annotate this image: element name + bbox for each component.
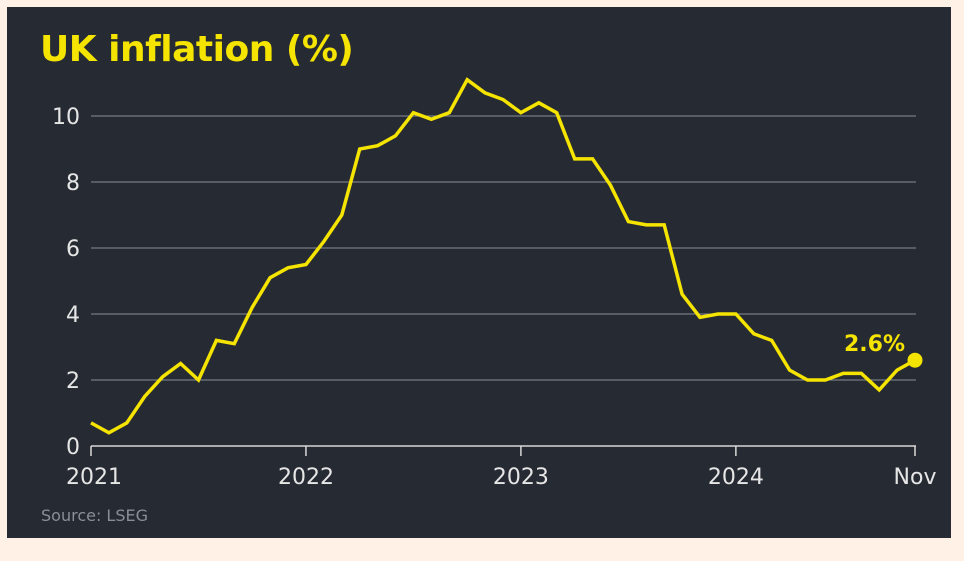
x-tick-label: 2022 <box>278 465 334 490</box>
y-tick-label: 2 <box>66 369 80 394</box>
x-tick-label: 2021 <box>66 465 122 490</box>
series-line <box>90 77 916 435</box>
data-label: 2.6% <box>844 332 905 357</box>
y-tick-label: 0 <box>66 435 80 460</box>
y-tick-label: 4 <box>66 303 80 328</box>
last-value-point <box>907 352 923 368</box>
y-tick-label: 10 <box>52 105 80 130</box>
x-axis-labels: 2021 2022 2023 2024 Nov <box>66 465 936 490</box>
chart-panel: UK inflation (%) Source: LSEG <box>7 7 951 538</box>
gridlines <box>91 115 916 381</box>
x-tick-label: 2023 <box>493 465 549 490</box>
x-axis <box>90 445 916 456</box>
chart-title: UK inflation (%) <box>40 29 354 70</box>
series-layer <box>90 77 916 435</box>
annotation-layer: 2.6% <box>844 332 923 368</box>
y-tick-label: 6 <box>66 237 80 262</box>
y-tick-label: 8 <box>66 171 80 196</box>
x-tick-label: 2024 <box>708 465 764 490</box>
x-tick-label: Nov <box>894 465 937 490</box>
source-note: Source: LSEG <box>41 506 149 525</box>
y-axis-labels: 0 2 4 6 8 10 <box>52 105 80 460</box>
